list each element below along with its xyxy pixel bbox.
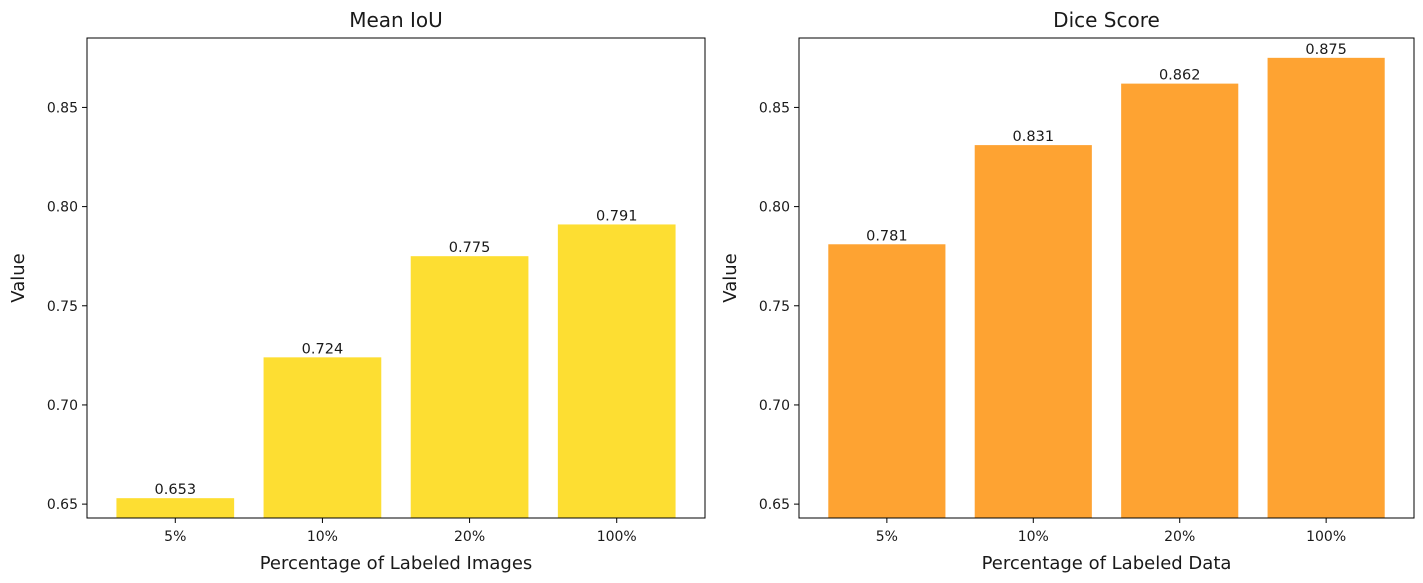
chart-title: Mean IoU — [349, 8, 443, 32]
y-tick-label: 0.70 — [47, 398, 78, 414]
x-tick-label: 20% — [454, 529, 485, 545]
x-tick-label: 10% — [307, 529, 338, 545]
bar-value-label: 0.781 — [866, 228, 908, 244]
bar-2 — [263, 357, 382, 518]
bar-1 — [828, 244, 946, 518]
bar-3 — [1121, 83, 1239, 519]
x-tick-label: 5% — [876, 529, 898, 545]
bar-value-label: 0.862 — [1159, 68, 1201, 84]
bar-value-label: 0.875 — [1305, 42, 1347, 58]
bar-value-label: 0.653 — [155, 482, 197, 498]
bar-3 — [410, 256, 529, 518]
y-tick-label: 0.75 — [47, 299, 78, 315]
y-tick-label: 0.65 — [759, 497, 790, 513]
bar-value-label: 0.724 — [302, 341, 344, 357]
plot-frame — [798, 37, 1415, 519]
chart-1: 0.653 5% 0.724 10% 0.775 20% 0.791 100% 0.65 0.70… — [8, 8, 706, 574]
bar-4 — [557, 224, 676, 518]
plot-frame — [86, 37, 706, 519]
x-tick-label: 20% — [1164, 529, 1195, 545]
x-axis-label: Percentage of Labeled Images — [260, 553, 533, 574]
y-tick-label: 0.80 — [759, 200, 790, 216]
y-tick-label: 0.85 — [759, 100, 790, 116]
bar-value-label: 0.791 — [596, 208, 638, 224]
y-tick-label: 0.75 — [759, 299, 790, 315]
bar-value-label: 0.831 — [1013, 129, 1055, 145]
chart-2: 0.781 5% 0.831 10% 0.862 20% 0.875 100% 0.65 0.70… — [720, 8, 1415, 574]
bar-4 — [1267, 57, 1385, 518]
x-tick-label: 5% — [164, 529, 186, 545]
chart-title: Dice Score — [1053, 8, 1160, 32]
y-tick-label: 0.85 — [47, 100, 78, 116]
x-axis-label: Percentage of Labeled Data — [982, 553, 1232, 574]
y-axis-label: Value — [720, 253, 741, 302]
x-tick-label: 100% — [1306, 529, 1346, 545]
bar-2 — [974, 145, 1092, 519]
x-tick-label: 100% — [597, 529, 637, 545]
y-tick-label: 0.70 — [759, 398, 790, 414]
y-tick-label: 0.80 — [47, 200, 78, 216]
y-axis-label: Value — [8, 253, 29, 302]
bar-value-label: 0.775 — [449, 240, 491, 256]
x-tick-label: 10% — [1018, 529, 1049, 545]
y-tick-label: 0.65 — [47, 497, 78, 513]
bar-1 — [116, 498, 235, 518]
